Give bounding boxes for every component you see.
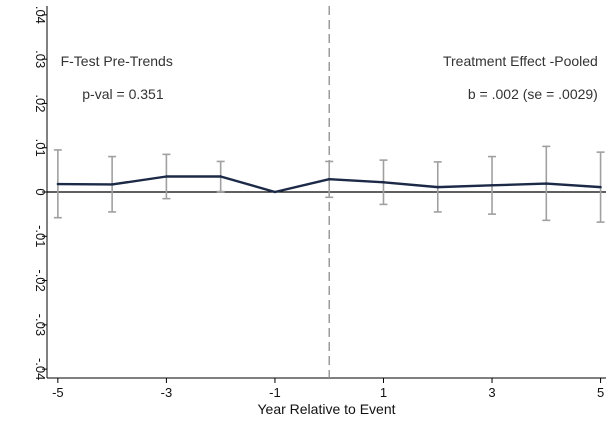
coefficient-point [599, 185, 602, 189]
coefficient-point [490, 184, 494, 187]
y-tick-label: .03 [33, 50, 48, 68]
coefficient-point [545, 182, 548, 185]
annotation-treat-title: Treatment Effect -Pooled [443, 53, 598, 69]
coefficient-point [219, 175, 222, 178]
x-tick-label: 1 [380, 385, 387, 400]
y-tick-label: -.03 [33, 314, 48, 336]
x-tick-label: 5 [597, 385, 604, 400]
coefficient-point [436, 185, 439, 189]
y-tick-label: -.04 [33, 358, 48, 380]
coefficient-point [273, 190, 277, 194]
y-tick-label: .04 [33, 6, 48, 24]
y-tick-label: .01 [33, 139, 48, 157]
coefficient-point [110, 183, 114, 186]
x-tick-label: -3 [161, 385, 173, 400]
coefficient-point [328, 177, 331, 181]
y-tick-label: -.01 [33, 225, 48, 247]
plot-area: -.04 -.03 -.02 -.01 0 .01 .02 .03 .04 -5 -3 -1 1 3 5 F-… [33, 6, 606, 400]
annotation-pretrend-title: F-Test Pre-Trends [61, 53, 173, 69]
x-tick-label: -1 [269, 385, 281, 400]
annotation-pretrend-pval: p-val = 0.351 [82, 86, 164, 102]
coefficient-point [56, 182, 60, 186]
x-tick-label: -5 [52, 385, 64, 400]
annotation-treat-b: b = .002 (se = .0029) [468, 86, 598, 102]
coefficient-point [382, 181, 385, 184]
x-axis-title: Year Relative to Event [257, 401, 395, 417]
y-tick-label: 0 [33, 188, 48, 195]
y-tick-label: -.02 [33, 269, 48, 291]
y-tick-label: .02 [33, 94, 48, 112]
coefficient-point [165, 175, 168, 178]
x-tick-label: 3 [488, 385, 495, 400]
